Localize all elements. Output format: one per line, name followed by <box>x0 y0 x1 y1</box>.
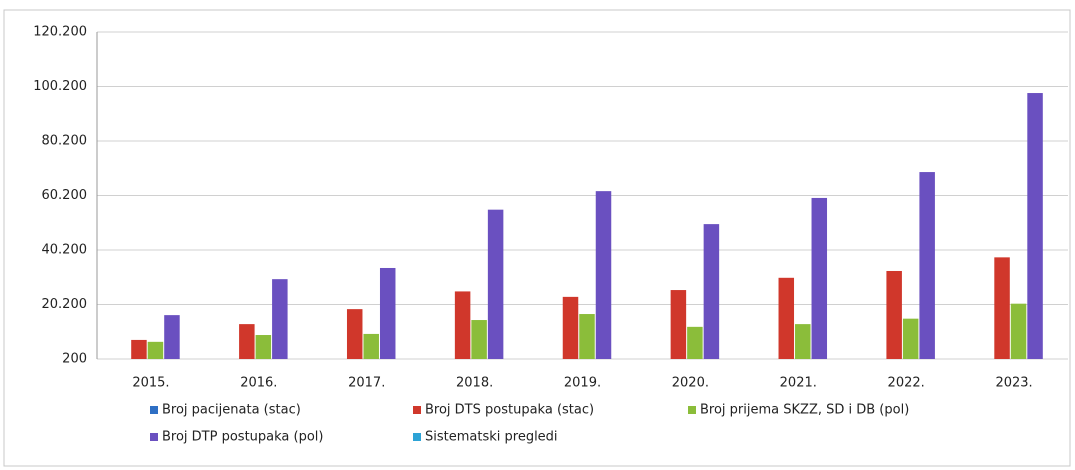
bar <box>778 277 795 359</box>
y-tick-label: 120.200 <box>33 25 87 40</box>
legend-label: Broj prijema SKZZ, SD i DB (pol) <box>700 403 909 418</box>
bar <box>379 267 396 359</box>
bar <box>919 172 935 359</box>
bar <box>131 339 147 359</box>
bar <box>147 341 164 359</box>
x-tick-label: 2018. <box>456 376 493 391</box>
x-tick-label: 2016. <box>240 376 277 391</box>
y-tick-label: 60.200 <box>42 188 88 203</box>
legend-swatch <box>413 406 421 414</box>
bar <box>687 326 703 359</box>
x-tick-label: 2020. <box>672 376 709 391</box>
legend-swatch <box>150 406 158 414</box>
bar <box>595 191 612 359</box>
y-tick-label: 80.200 <box>42 134 88 149</box>
bar <box>239 324 255 359</box>
legend-swatch <box>150 433 158 441</box>
legend-swatch <box>413 433 421 441</box>
bar <box>579 314 595 359</box>
bar <box>346 309 363 359</box>
bar <box>795 324 811 359</box>
legend-swatch <box>688 406 696 414</box>
x-tick-label: 2022. <box>888 376 925 391</box>
bar <box>703 224 720 359</box>
legend-label: Broj pacijenata (stac) <box>162 403 301 418</box>
y-tick-label: 20.200 <box>42 297 88 312</box>
y-tick-label: 40.200 <box>42 243 88 258</box>
x-tick-label: 2019. <box>564 376 601 391</box>
bar <box>1027 93 1043 359</box>
chart-border <box>3 9 1071 467</box>
y-tick-label: 100.200 <box>33 79 87 94</box>
bar <box>272 279 288 359</box>
bar <box>902 318 919 359</box>
bar <box>454 291 471 359</box>
bar <box>363 333 379 359</box>
bar <box>994 257 1010 359</box>
bar <box>471 320 487 359</box>
bar <box>164 315 180 359</box>
x-tick-label: 2015. <box>132 376 169 391</box>
bar <box>1010 303 1027 359</box>
y-tick-label: 200 <box>62 352 87 367</box>
x-tick-label: 2021. <box>780 376 817 391</box>
x-tick-label: 2017. <box>348 376 385 391</box>
bar <box>487 209 504 359</box>
bar <box>886 270 902 359</box>
bar <box>670 290 687 359</box>
bar <box>562 296 579 359</box>
bar <box>255 335 272 359</box>
legend-label: Sistematski pregledi <box>425 430 558 445</box>
bar <box>811 197 828 359</box>
x-tick-label: 2023. <box>995 376 1032 391</box>
legend-label: Broj DTP postupaka (pol) <box>162 430 324 445</box>
legend-label: Broj DTS postupaka (stac) <box>425 403 594 418</box>
